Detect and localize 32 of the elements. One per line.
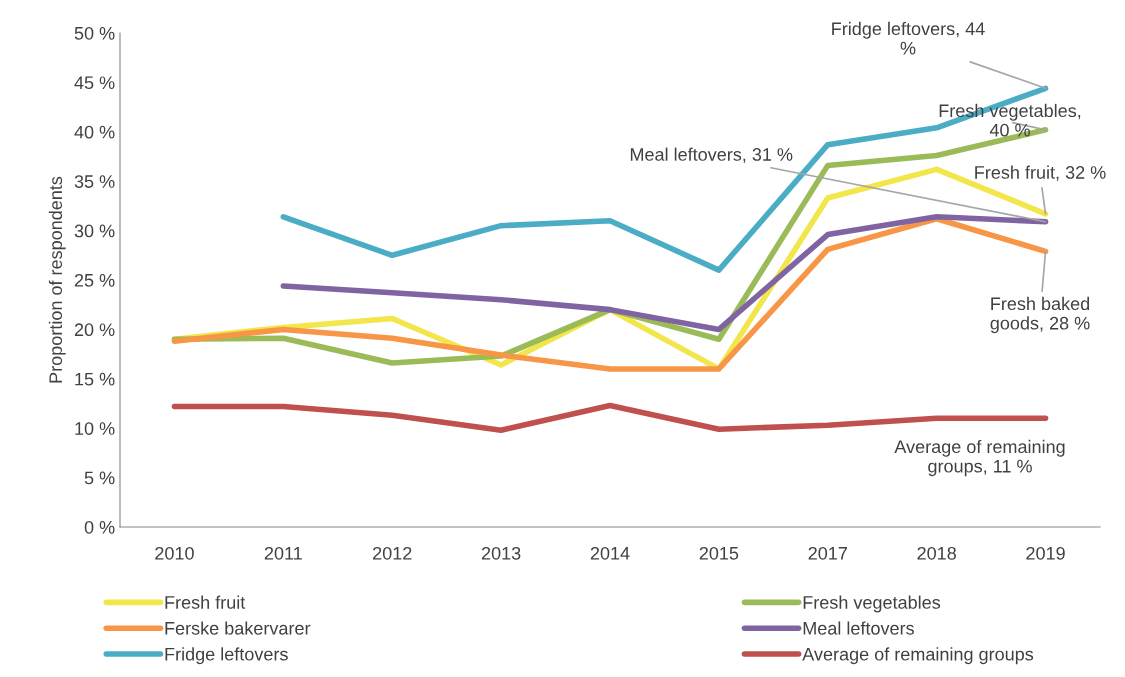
annotation: Fresh baked goods, 28 % [990, 296, 1090, 334]
y-axis-title: Proportion of respondents [48, 176, 66, 383]
legend-label: Ferske bakervarer [165, 621, 311, 635]
x-tick-label: 2011 [264, 546, 302, 560]
y-tick-label: 45 % [74, 76, 115, 90]
legend-label: Meal leftovers [803, 621, 914, 635]
x-tick-label: 2014 [590, 546, 630, 560]
x-tick-label: 2012 [373, 546, 412, 560]
x-tick-label: 2013 [481, 546, 521, 560]
x-tick-label: 2019 [1026, 546, 1065, 560]
legend-label: Fridge leftovers [165, 647, 288, 665]
y-tick-label: 10 % [75, 422, 115, 435]
y-tick-label: 5 % [84, 471, 115, 485]
x-tick-label: 2018 [917, 546, 956, 560]
legend-label: Fresh fruit [165, 595, 246, 609]
annotation: Average of remaining groups, 11 % [894, 439, 1065, 477]
y-tick-label: 40 % [74, 125, 115, 139]
annotation: Fresh fruit, 32 % [975, 165, 1106, 181]
y-tick-label: 20 % [74, 323, 115, 337]
y-tick-label: 50 % [74, 26, 115, 40]
legend-label: Average of remaining groups [802, 647, 1034, 665]
y-tick-label: 25 % [74, 273, 115, 287]
annotation: Fridge leftovers, 44 % [832, 21, 985, 55]
y-tick-label: 35 % [74, 175, 115, 188]
y-tick-label: 0 % [84, 520, 115, 534]
x-tick-label: 2010 [155, 546, 194, 560]
x-tick-label: 2017 [808, 546, 847, 560]
y-tick-label: 30 % [74, 224, 115, 238]
y-tick-label: 15 % [75, 372, 115, 386]
x-tick-label: 2015 [699, 546, 739, 560]
legend-label: Fresh vegetables [803, 595, 941, 613]
annotation: Meal leftovers, 31 % [630, 147, 793, 163]
